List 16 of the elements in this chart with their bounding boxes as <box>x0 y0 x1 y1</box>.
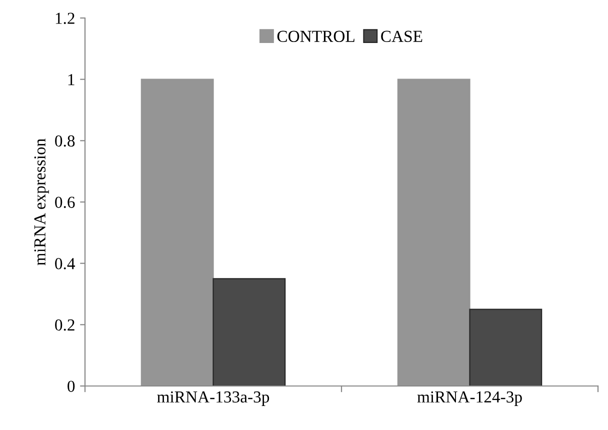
y-tick-label: 1 <box>68 74 74 86</box>
y-axis-title: miRNA expression <box>34 138 49 266</box>
bar <box>212 278 286 386</box>
legend-label: CASE <box>381 30 422 42</box>
y-tick-label: 0.8 <box>55 135 75 147</box>
x-tick-label: miRNA-133a-3p <box>157 391 270 406</box>
bar <box>140 78 214 386</box>
y-tick-label: 1.2 <box>56 12 74 24</box>
y-tick-label: 0 <box>68 380 75 392</box>
y-tick-label: 0.6 <box>55 196 75 208</box>
bar <box>469 308 542 386</box>
y-tick-label: 0.4 <box>55 258 76 270</box>
bar <box>397 78 470 386</box>
x-tick-label: miRNA-124-3p <box>417 391 522 406</box>
legend-label: CONTROL <box>277 30 354 42</box>
y-tick-label: 0.2 <box>55 319 74 331</box>
